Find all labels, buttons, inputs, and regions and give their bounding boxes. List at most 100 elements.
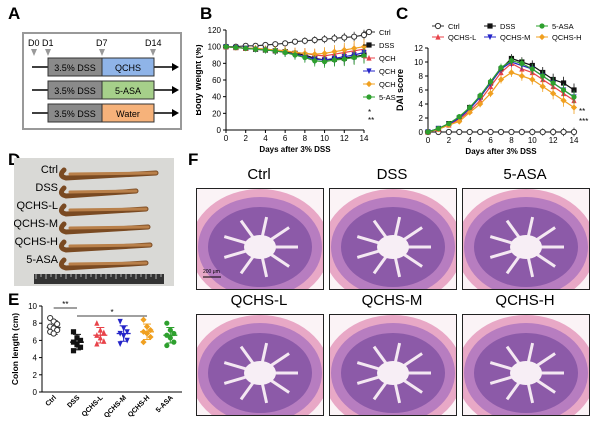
data-point	[311, 51, 318, 58]
data-point	[121, 325, 127, 332]
data-point	[487, 128, 494, 136]
row-3-right-label: Water	[116, 109, 140, 119]
data-point	[539, 128, 546, 136]
colon-sample	[58, 185, 139, 199]
data-point	[223, 44, 229, 50]
bar-group-5-asa	[163, 320, 178, 349]
data-point	[351, 54, 357, 61]
legend-label: 5-ASA	[379, 93, 396, 102]
data-point	[171, 330, 177, 337]
sample-label: Ctrl	[41, 164, 58, 176]
y-tick-label: 10	[414, 58, 423, 67]
x-tick-label: Ctrl	[45, 394, 59, 408]
x-tick-label: 6	[283, 134, 288, 143]
data-point	[167, 335, 173, 341]
colon-sample	[58, 203, 149, 217]
legend-item-qchs-m: QCHS-M	[484, 33, 530, 42]
data-point	[101, 329, 107, 336]
ruler	[34, 274, 164, 284]
schematic-row-2: 3.5% DSS 5-ASA	[32, 80, 179, 100]
data-point	[366, 42, 372, 48]
x-axis-label: Days after 3% DSS	[259, 145, 331, 154]
row-2-left-label: 3.5% DSS	[54, 86, 96, 96]
data-point	[518, 72, 525, 80]
data-point	[312, 58, 318, 64]
bar-group-ctrl	[46, 314, 61, 337]
lumen-fold	[356, 361, 381, 371]
data-point	[341, 34, 348, 41]
day-label-d7: D7	[96, 38, 108, 48]
legend-label: QCHS-H	[552, 33, 582, 42]
panel-letter-e: E	[8, 290, 20, 309]
data-point	[570, 104, 578, 111]
schematic-row-3: 3.5% DSS Water	[32, 103, 179, 123]
row-3-left-label: 3.5% DSS	[54, 109, 96, 119]
x-tick-label: 0	[426, 136, 431, 145]
legend-label: QCHS-L	[379, 54, 396, 63]
data-point	[435, 125, 442, 132]
data-point	[94, 340, 100, 347]
data-point	[124, 329, 130, 335]
data-point	[70, 329, 77, 335]
lumen-fold	[535, 378, 556, 394]
data-point	[365, 28, 373, 36]
x-tick-label: DSS	[66, 394, 81, 409]
data-point	[252, 46, 259, 52]
legend-item-qchs-h: QCHS-H	[363, 80, 396, 89]
scale-bar-label: 200 μm	[203, 269, 220, 275]
lumen-fold	[505, 255, 521, 275]
sample-label: QCHS-L	[16, 200, 58, 212]
lumen-fold	[402, 352, 423, 368]
data-point	[498, 65, 504, 71]
significance-mark: *	[110, 308, 113, 317]
y-tick-label: 20	[212, 109, 221, 118]
data-point	[360, 43, 368, 50]
colon-tissue-light	[68, 207, 148, 212]
series-5-asa	[425, 56, 577, 135]
y-tick-label: 4	[419, 100, 424, 109]
lumen-fold	[260, 257, 269, 278]
lumen-fold	[260, 216, 269, 237]
arrow-d14	[150, 49, 156, 56]
x-tick-label: 8	[509, 136, 514, 145]
x-axis-label: Days after 3% DSS	[465, 147, 537, 156]
data-point	[477, 128, 484, 136]
data-point	[497, 128, 505, 136]
data-point	[164, 320, 170, 326]
legend-label: QCHS-M	[379, 67, 396, 76]
data-point	[140, 339, 147, 346]
panel-letter-a: A	[8, 4, 21, 23]
lumen-fold	[526, 342, 535, 363]
lumen-fold	[356, 249, 381, 259]
data-point	[74, 335, 80, 341]
data-point	[560, 128, 567, 136]
colon-photo: Ctrl DSS QCHS-L QCHS-M QCHS-H 5-ASA	[13, 158, 174, 286]
legend-item-qchs-l: QCHS-L	[432, 33, 476, 42]
x-tick-label: 0	[224, 134, 229, 143]
data-point	[539, 23, 545, 29]
lumen-fold	[393, 216, 402, 237]
significance-mark: *	[368, 108, 371, 117]
legend-item-qchs-h: QCHS-H	[536, 33, 582, 42]
data-point	[529, 66, 535, 72]
lumen-fold	[535, 252, 556, 268]
lumen-fold	[535, 352, 556, 368]
data-point	[97, 326, 103, 333]
legend-item-qchs-m: QCHS-M	[363, 67, 396, 76]
x-tick-label: 8	[303, 134, 308, 143]
data-point	[77, 337, 84, 343]
panel-letter-f: F	[188, 150, 199, 169]
lumen	[377, 361, 409, 385]
colon-tissue	[58, 221, 151, 235]
data-point	[487, 23, 493, 29]
row-1-right-label: QCHS	[115, 63, 141, 73]
y-tick-label: 0	[33, 388, 38, 397]
sample-label: DSS	[35, 182, 58, 194]
data-point	[487, 79, 494, 85]
lumen-fold	[489, 249, 514, 259]
data-point	[508, 128, 515, 136]
histology-label: Ctrl	[247, 166, 271, 183]
lumen-fold	[393, 257, 402, 278]
colon-tissue-light	[68, 261, 148, 266]
